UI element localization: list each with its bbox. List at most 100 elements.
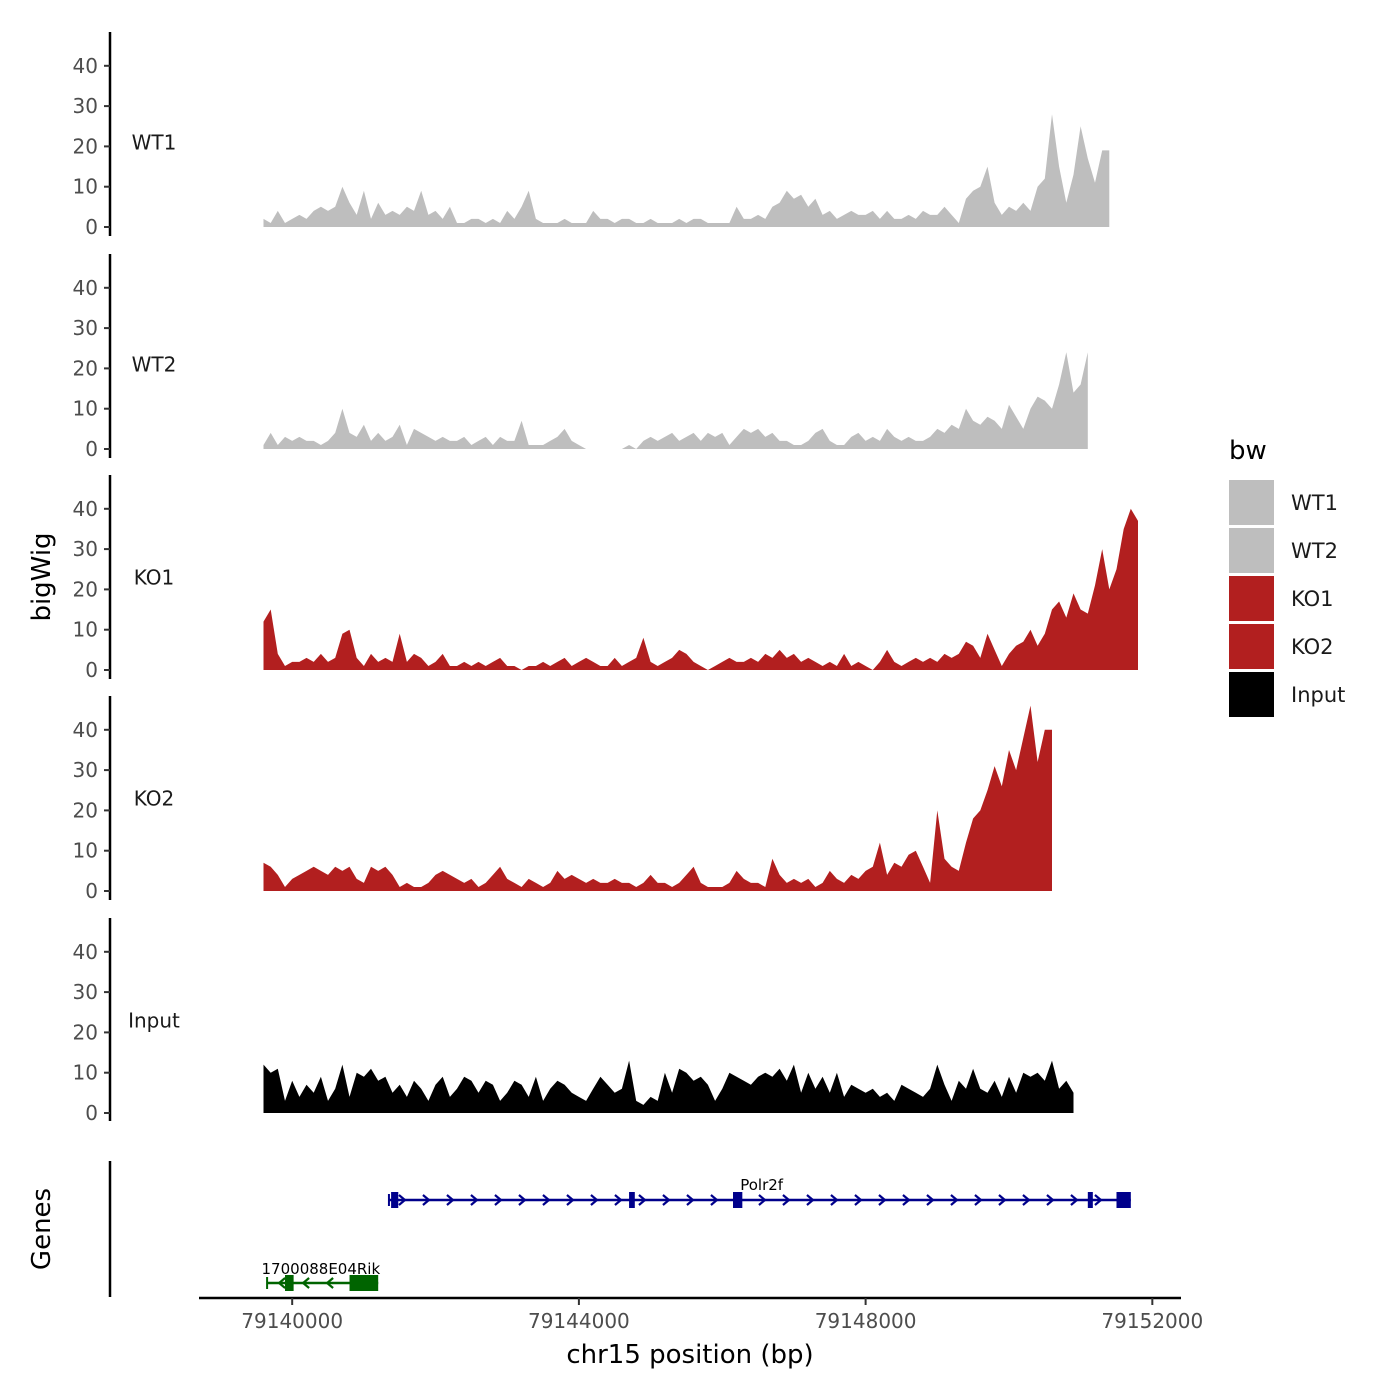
x-tick-label: 79152000	[1101, 1309, 1203, 1333]
y-tick-label: 0	[85, 658, 98, 682]
y-tick-label: 30	[73, 980, 98, 1004]
strand-chevron	[782, 1194, 791, 1206]
y-tick-label: 40	[73, 718, 98, 742]
y-tick-label: 30	[73, 316, 98, 340]
x-axis: 79140000 79144000 79148000 79152000	[199, 1296, 1203, 1333]
y-tick-label: 40	[73, 276, 98, 300]
coverage-area-ko1	[263, 508, 1138, 670]
legend-label-input: Input	[1291, 683, 1345, 707]
gene-track: Polr2f 1700088E04Rik	[108, 1161, 1131, 1297]
strand-chevron	[806, 1194, 815, 1206]
y-tick-label: 20	[73, 356, 98, 380]
strand-chevron	[998, 1194, 1007, 1206]
legend-label-wt1: WT1	[1291, 491, 1338, 515]
legend-key-wt2	[1229, 528, 1274, 573]
strand-chevron	[614, 1194, 623, 1206]
strand-chevron	[1070, 1194, 1079, 1206]
track-wt1: 0 10 20 30 40 WT1	[73, 32, 1110, 239]
legend-title: bw	[1229, 436, 1267, 466]
strand-chevron	[686, 1194, 695, 1206]
legend-key-wt1	[1229, 480, 1274, 525]
strand-chevron	[950, 1194, 959, 1206]
strand-chevron	[518, 1194, 527, 1206]
coverage-area-ko2	[263, 705, 1052, 891]
legend-label-ko1: KO1	[1291, 587, 1334, 611]
track-label: WT2	[132, 352, 177, 376]
exon	[349, 1275, 379, 1291]
strand-chevron	[398, 1194, 407, 1206]
y-tick-label: 0	[85, 437, 98, 461]
track-ko2: 0 10 20 30 40 KO2	[73, 696, 1052, 903]
strand-chevron	[325, 1277, 334, 1289]
strand-chevron	[758, 1194, 767, 1206]
strand-chevron	[1022, 1194, 1031, 1206]
y-tick-label: 40	[73, 497, 98, 521]
y-axis-title: bigWig	[27, 532, 57, 621]
legend-label-wt2: WT2	[1291, 539, 1338, 563]
strand-chevron	[902, 1194, 911, 1206]
gene-label: 1700088E04Rik	[262, 1260, 381, 1278]
coverage-area-wt2	[263, 352, 1088, 449]
strand-chevron	[926, 1194, 935, 1206]
legend-key-input	[1229, 672, 1274, 717]
strand-chevron	[542, 1194, 551, 1206]
genes-axis-title: Genes	[27, 1188, 57, 1270]
exon	[1116, 1192, 1131, 1208]
exon	[1087, 1192, 1093, 1208]
x-axis-title: chr15 position (bp)	[566, 1340, 813, 1370]
y-tick-label: 10	[73, 175, 98, 199]
legend: bw WT1 WT2 KO1 KO2 Input	[1229, 436, 1345, 717]
gene-1700088e04rik: 1700088E04Rik	[262, 1260, 381, 1291]
x-tick-label: 79140000	[241, 1309, 343, 1333]
strand-chevron	[878, 1194, 887, 1206]
strand-chevron	[710, 1194, 719, 1206]
x-tick-label: 79144000	[528, 1309, 630, 1333]
y-tick-label: 10	[73, 618, 98, 642]
exon	[733, 1192, 743, 1208]
y-tick-label: 10	[73, 839, 98, 863]
track-label: Input	[128, 1008, 180, 1032]
strand-chevron	[974, 1194, 983, 1206]
y-tick-label: 20	[73, 1020, 98, 1044]
strand-chevron	[662, 1194, 671, 1206]
strand-chevron	[566, 1194, 575, 1206]
coverage-area-wt1	[263, 114, 1110, 227]
strand-chevron	[277, 1277, 286, 1289]
strand-chevron	[301, 1277, 310, 1289]
y-tick-label: 20	[73, 577, 98, 601]
gene-label: Polr2f	[740, 1176, 784, 1194]
track-label: KO2	[134, 786, 175, 810]
strand-chevron	[1094, 1194, 1103, 1206]
y-tick-label: 10	[73, 397, 98, 421]
y-tick-label: 40	[73, 54, 98, 78]
y-tick-label: 0	[85, 215, 98, 239]
gene-polr2f: Polr2f	[387, 1176, 1131, 1208]
track-ko1: 0 10 20 30 40 KO1	[73, 475, 1138, 682]
strand-chevron	[470, 1194, 479, 1206]
strand-chevron	[1046, 1194, 1055, 1206]
y-tick-label: 30	[73, 94, 98, 118]
y-tick-label: 0	[85, 1101, 98, 1125]
legend-key-ko2	[1229, 624, 1274, 669]
strand-chevron	[830, 1194, 839, 1206]
x-tick-label: 79148000	[815, 1309, 917, 1333]
strand-chevron	[422, 1194, 431, 1206]
track-wt2: 0 10 20 30 40 WT2	[73, 254, 1088, 461]
legend-key-ko1	[1229, 576, 1274, 621]
coverage-tracks: 0 10 20 30 40 WT1 0 10 20 30 40 WT2 0 10 20 30 40 KO1 0 10 2…	[73, 32, 1138, 1125]
y-tick-label: 30	[73, 537, 98, 561]
y-tick-label: 0	[85, 879, 98, 903]
strand-chevron	[446, 1194, 455, 1206]
strand-chevron	[854, 1194, 863, 1206]
strand-chevron	[590, 1194, 599, 1206]
exon	[629, 1192, 635, 1208]
track-input: 0 10 20 30 40 Input	[73, 918, 1074, 1125]
y-tick-label: 40	[73, 940, 98, 964]
track-label: WT1	[132, 130, 177, 154]
legend-label-ko2: KO2	[1291, 635, 1334, 659]
strand-chevron	[494, 1194, 503, 1206]
exon	[285, 1275, 294, 1291]
coverage-area-input	[263, 1060, 1074, 1113]
y-tick-label: 30	[73, 758, 98, 782]
